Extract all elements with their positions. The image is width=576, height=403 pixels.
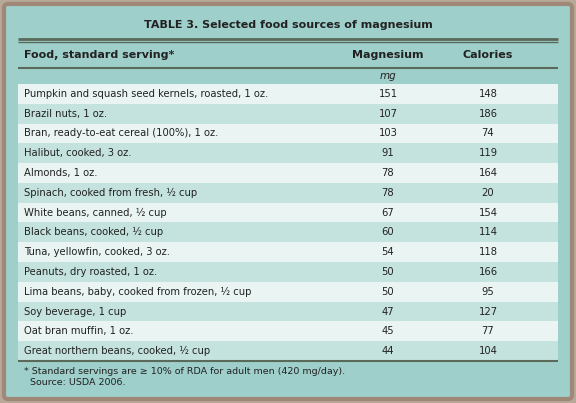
Bar — [18, 8, 558, 42]
Bar — [18, 163, 558, 183]
Bar — [18, 282, 558, 301]
Text: 151: 151 — [378, 89, 397, 99]
Text: 127: 127 — [479, 307, 498, 316]
Bar — [18, 301, 558, 322]
Bar — [18, 361, 558, 391]
Text: Lima beans, baby, cooked from frozen, ½ cup: Lima beans, baby, cooked from frozen, ½ … — [24, 287, 251, 297]
Text: Oat bran muffin, 1 oz.: Oat bran muffin, 1 oz. — [24, 326, 134, 337]
Bar — [18, 242, 558, 262]
Bar — [18, 222, 558, 242]
Bar — [18, 104, 558, 124]
Bar — [18, 42, 558, 68]
Text: Soy beverage, 1 cup: Soy beverage, 1 cup — [24, 307, 126, 316]
Text: 91: 91 — [382, 148, 395, 158]
Text: Tuna, yellowfin, cooked, 3 oz.: Tuna, yellowfin, cooked, 3 oz. — [24, 247, 170, 257]
Text: 164: 164 — [479, 168, 498, 178]
Text: 47: 47 — [382, 307, 395, 316]
Text: 20: 20 — [482, 188, 494, 198]
Text: 119: 119 — [479, 148, 498, 158]
Text: Peanuts, dry roasted, 1 oz.: Peanuts, dry roasted, 1 oz. — [24, 267, 157, 277]
Text: Spinach, cooked from fresh, ½ cup: Spinach, cooked from fresh, ½ cup — [24, 188, 197, 198]
Text: Magnesium: Magnesium — [353, 50, 424, 60]
Text: 67: 67 — [382, 208, 395, 218]
Text: 54: 54 — [382, 247, 395, 257]
Text: 78: 78 — [382, 168, 395, 178]
Text: mg: mg — [380, 71, 396, 81]
Text: 50: 50 — [382, 287, 395, 297]
Text: Great northern beans, cooked, ½ cup: Great northern beans, cooked, ½ cup — [24, 346, 210, 356]
Text: 77: 77 — [482, 326, 494, 337]
Text: 74: 74 — [482, 129, 494, 139]
Text: 118: 118 — [479, 247, 498, 257]
Text: Source: USDA 2006.: Source: USDA 2006. — [24, 378, 126, 387]
Bar — [18, 84, 558, 104]
Text: Halibut, cooked, 3 oz.: Halibut, cooked, 3 oz. — [24, 148, 131, 158]
Bar — [18, 322, 558, 341]
Bar — [18, 341, 558, 361]
Text: 45: 45 — [382, 326, 395, 337]
FancyBboxPatch shape — [4, 4, 572, 399]
Bar — [18, 68, 558, 84]
Bar — [18, 203, 558, 222]
Text: Brazil nuts, 1 oz.: Brazil nuts, 1 oz. — [24, 109, 107, 118]
Bar — [18, 262, 558, 282]
Text: 114: 114 — [479, 227, 498, 237]
Text: 103: 103 — [378, 129, 397, 139]
Text: TABLE 3. Selected food sources of magnesium: TABLE 3. Selected food sources of magnes… — [143, 20, 433, 30]
Text: 78: 78 — [382, 188, 395, 198]
Text: White beans, canned, ½ cup: White beans, canned, ½ cup — [24, 208, 166, 218]
Text: Pumpkin and squash seed kernels, roasted, 1 oz.: Pumpkin and squash seed kernels, roasted… — [24, 89, 268, 99]
Text: 44: 44 — [382, 346, 394, 356]
Text: 148: 148 — [479, 89, 498, 99]
Text: 50: 50 — [382, 267, 395, 277]
Bar — [18, 183, 558, 203]
Text: 107: 107 — [378, 109, 397, 118]
Text: Food, standard serving*: Food, standard serving* — [24, 50, 175, 60]
Text: Calories: Calories — [463, 50, 513, 60]
Bar — [18, 143, 558, 163]
Text: * Standard servings are ≥ 10% of RDA for adult men (420 mg/day).: * Standard servings are ≥ 10% of RDA for… — [24, 367, 345, 376]
Text: Almonds, 1 oz.: Almonds, 1 oz. — [24, 168, 97, 178]
Text: 186: 186 — [479, 109, 498, 118]
Text: 154: 154 — [479, 208, 498, 218]
Text: 104: 104 — [479, 346, 498, 356]
Text: 166: 166 — [479, 267, 498, 277]
Text: 60: 60 — [382, 227, 395, 237]
Text: Bran, ready-to-eat cereal (100%), 1 oz.: Bran, ready-to-eat cereal (100%), 1 oz. — [24, 129, 218, 139]
Text: 95: 95 — [482, 287, 494, 297]
Bar — [18, 124, 558, 143]
Text: Black beans, cooked, ½ cup: Black beans, cooked, ½ cup — [24, 227, 163, 237]
